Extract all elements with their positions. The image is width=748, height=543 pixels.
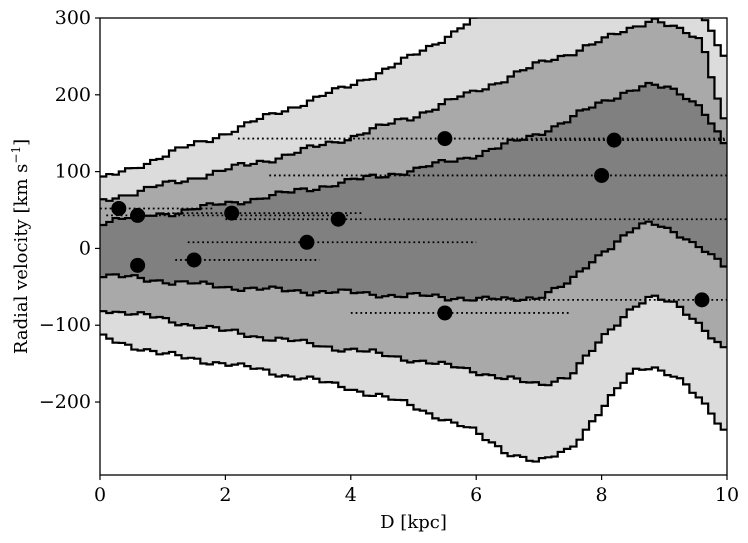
x-axis-label: D [kpc] [380,512,447,533]
x-tick-label: 0 [94,484,106,506]
x-tick-label: 2 [219,484,231,506]
band-outer-upper-edge [100,18,727,178]
band-inner-fill [100,83,727,301]
band-inner-lower-edge [100,220,727,302]
axes-frame [99,17,728,476]
data-point [330,211,346,227]
band-outer-lower-edge [100,333,727,463]
plot-area [100,18,727,463]
y-axis-label: Radial velocity [km s−1] [9,139,32,354]
data-point [694,292,710,308]
band-inner-upper-edge [100,81,727,227]
data-point [606,132,622,148]
band-middle-lower-edge [100,294,727,387]
data-point [224,205,240,221]
data-point [437,305,453,321]
y-tick-label: 300 [55,7,91,29]
y-tick-label: 0 [79,237,91,259]
y-tick-label: −100 [39,314,91,336]
band-middle-upper-edge [100,18,727,202]
x-tick-label: 10 [715,484,739,506]
data-point [299,234,315,250]
x-tick-label: 8 [596,484,608,506]
data-point [437,131,453,147]
y-tick-label: −200 [39,391,91,413]
x-tick-label: 6 [470,484,482,506]
data-point [130,257,146,273]
data-point [594,167,610,183]
y-tick-label: 200 [55,84,91,106]
data-point [111,200,127,216]
data-point [130,207,146,223]
y-tick-label: 100 [55,161,91,183]
y-axis: −200 −100 0 100 200 300 [39,7,100,413]
data-point [186,252,202,268]
x-tick-label: 4 [345,484,357,506]
x-axis: 0 2 4 6 8 10 [94,475,739,506]
